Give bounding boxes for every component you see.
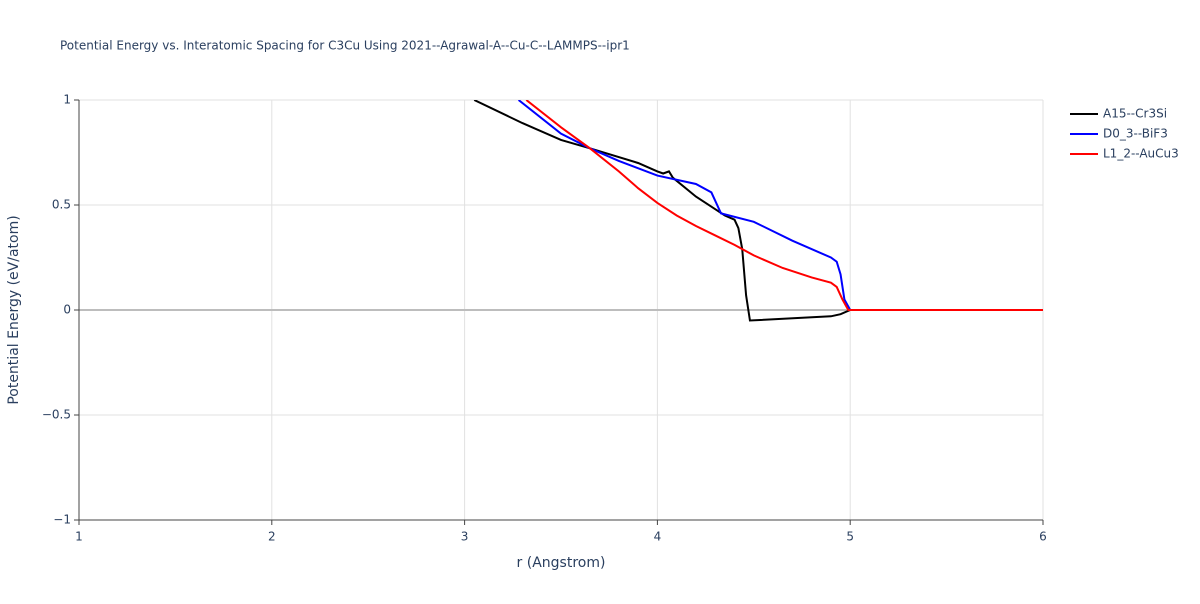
x-tick-label: 4 bbox=[654, 530, 662, 544]
x-tick-label: 2 bbox=[268, 530, 276, 544]
data-line bbox=[473, 100, 1043, 322]
legend-label[interactable]: D0_3--BiF3 bbox=[1103, 127, 1168, 141]
x-tick-label: 3 bbox=[461, 530, 469, 544]
data-line bbox=[525, 100, 1043, 311]
x-tick-label: 6 bbox=[1039, 530, 1047, 544]
y-axis-title: Potential Energy (eV/atom) bbox=[6, 215, 22, 404]
chart-title: Potential Energy vs. Interatomic Spacing… bbox=[60, 39, 630, 53]
legend-label[interactable]: L1_2--AuCu3 bbox=[1103, 147, 1179, 161]
y-tick-label: −1 bbox=[53, 513, 71, 527]
y-tick-label: 0 bbox=[63, 303, 71, 317]
data-line bbox=[517, 100, 1043, 311]
x-axis-title: r (Angstrom) bbox=[517, 555, 606, 571]
legend: A15--Cr3Si D0_3--BiF3 L1_2--AuCu3 bbox=[1070, 107, 1179, 161]
x-tick-label: 1 bbox=[75, 530, 83, 544]
y-tick-label: 1 bbox=[63, 93, 71, 107]
x-tick-label: 5 bbox=[846, 530, 854, 544]
y-tick-label: −0.5 bbox=[42, 408, 71, 422]
legend-label[interactable]: A15--Cr3Si bbox=[1103, 107, 1167, 121]
plot-area bbox=[473, 100, 1043, 322]
grid: 1 2 3 4 5 6 −1 −0.5 0 0.5 1 bbox=[42, 93, 1047, 544]
y-tick-label: 0.5 bbox=[52, 198, 71, 212]
